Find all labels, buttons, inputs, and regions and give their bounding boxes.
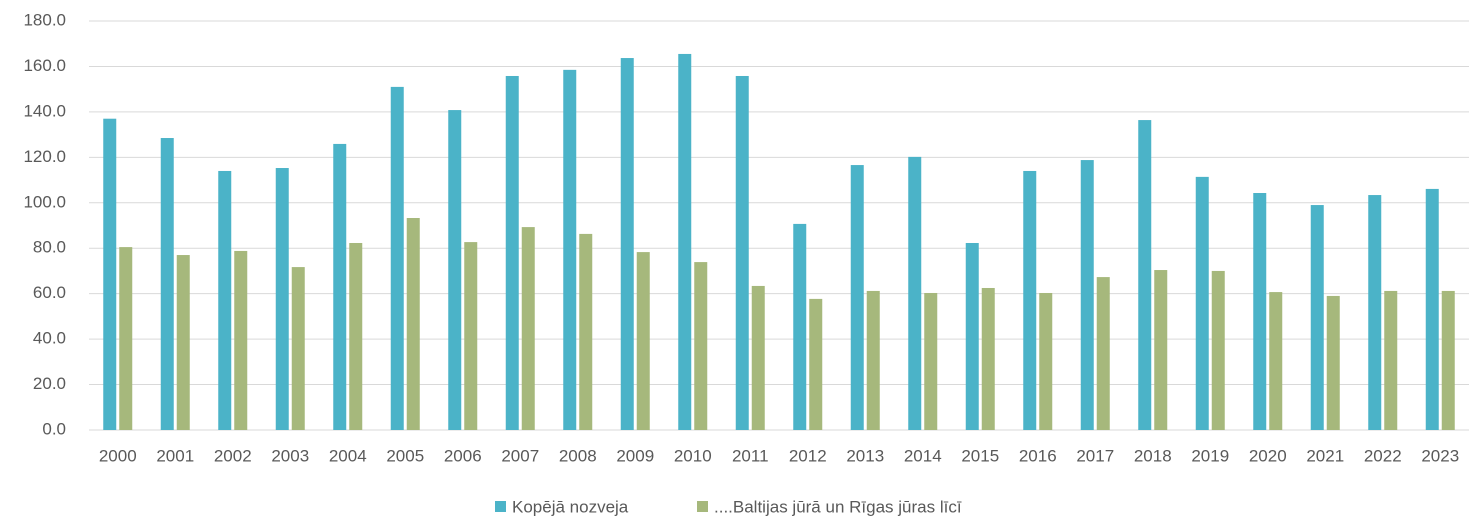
bar (464, 242, 478, 430)
x-tick-label: 2022 (1364, 446, 1402, 465)
y-tick-label: 180.0 (23, 10, 66, 29)
bar (1310, 205, 1324, 430)
bar (333, 143, 347, 430)
y-tick-label: 20.0 (33, 374, 66, 393)
bar (981, 287, 995, 430)
x-tick-label: 2004 (329, 446, 367, 465)
bar (1080, 160, 1094, 430)
bar (579, 233, 593, 430)
bar (908, 156, 922, 430)
y-tick-label: 120.0 (23, 147, 66, 166)
bar (694, 262, 708, 430)
y-tick-label: 100.0 (23, 192, 66, 211)
bar (563, 69, 577, 430)
bar (119, 247, 133, 430)
x-tick-label: 2010 (674, 446, 712, 465)
bar (1326, 295, 1340, 430)
bar (735, 75, 749, 430)
x-tick-label: 2016 (1019, 446, 1057, 465)
x-tick-label: 2009 (616, 446, 654, 465)
y-tick-label: 40.0 (33, 329, 66, 348)
bar (1138, 120, 1152, 431)
legend-swatch (697, 501, 708, 512)
bar (751, 285, 765, 430)
bar (1253, 193, 1267, 430)
y-tick-label: 140.0 (23, 101, 66, 120)
x-tick-label: 2023 (1421, 446, 1459, 465)
bar (176, 255, 190, 430)
bar (1195, 176, 1209, 430)
x-tick-label: 2007 (501, 446, 539, 465)
x-tick-label: 2000 (99, 446, 137, 465)
bar (390, 86, 404, 431)
x-tick-label: 2008 (559, 446, 597, 465)
bar (218, 170, 232, 430)
bar (793, 223, 807, 430)
bar (1154, 270, 1168, 430)
bar (448, 110, 462, 431)
x-tick-label: 2005 (386, 446, 424, 465)
x-tick-label: 2018 (1134, 446, 1172, 465)
bar (620, 58, 634, 430)
bar (1096, 277, 1110, 430)
bar (275, 168, 289, 431)
bar (1384, 290, 1398, 430)
x-tick-label: 2002 (214, 446, 252, 465)
bar (1039, 292, 1053, 430)
x-tick-label: 2003 (271, 446, 309, 465)
x-tick-label: 2006 (444, 446, 482, 465)
legend-label: Kopējā nozveja (512, 497, 629, 516)
bar (850, 165, 864, 430)
bar (103, 118, 117, 430)
y-tick-label: 80.0 (33, 238, 66, 257)
bar (636, 252, 650, 430)
bar (160, 138, 174, 430)
bar (809, 298, 823, 430)
x-tick-label: 2020 (1249, 446, 1287, 465)
legend-label: ....Baltijas jūrā un Rīgas jūras līcī (714, 497, 962, 516)
bar (965, 242, 979, 430)
bar (1441, 290, 1455, 430)
bar (505, 75, 519, 430)
x-tick-label: 2001 (156, 446, 194, 465)
x-tick-label: 2012 (789, 446, 827, 465)
y-tick-label: 60.0 (33, 283, 66, 302)
bar (406, 218, 420, 430)
x-tick-label: 2021 (1306, 446, 1344, 465)
bar (521, 227, 535, 430)
bar (1368, 195, 1382, 430)
bar (1211, 270, 1225, 430)
bar (291, 267, 305, 430)
x-tick-label: 2011 (732, 446, 769, 465)
bar (1269, 292, 1283, 430)
y-tick-label: 0.0 (42, 419, 66, 438)
bar (349, 242, 363, 430)
x-tick-label: 2015 (961, 446, 999, 465)
x-tick-label: 2019 (1191, 446, 1229, 465)
x-tick-label: 2014 (904, 446, 942, 465)
legend-swatch (495, 501, 506, 512)
bar (234, 250, 248, 430)
bar (1023, 170, 1037, 430)
bar (924, 292, 938, 430)
x-tick-label: 2013 (846, 446, 884, 465)
bar (1425, 188, 1439, 430)
bar (866, 290, 880, 430)
bar (678, 53, 692, 430)
y-tick-label: 160.0 (23, 56, 66, 75)
x-tick-label: 2017 (1076, 446, 1114, 465)
